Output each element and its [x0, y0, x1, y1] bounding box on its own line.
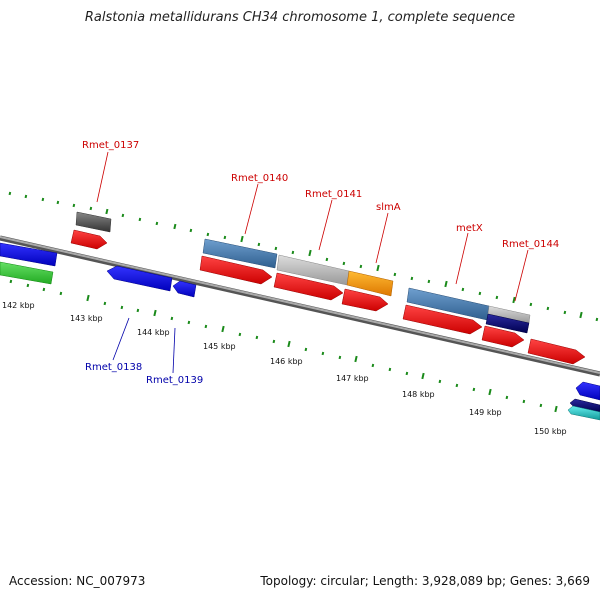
scale-label-143: 143 kbp — [70, 314, 103, 323]
gene-right-blue-arrow[interactable] — [575, 381, 600, 401]
gene-track-top — [75, 211, 531, 334]
gene-arrow-red-2[interactable] — [199, 255, 273, 285]
gene-label-slma[interactable]: slmA — [376, 202, 401, 213]
scale-label-149: 149 kbp — [469, 408, 502, 417]
scale-label-150: 150 kbp — [534, 427, 567, 436]
scale-label-147: 147 kbp — [336, 374, 369, 383]
gene-left-blue-block[interactable] — [0, 242, 58, 267]
gene-arrow-red-7[interactable] — [527, 338, 586, 365]
gene-slma-block[interactable] — [346, 270, 394, 297]
gene-arrow-red-1[interactable] — [70, 229, 108, 250]
gene-left-green-block[interactable] — [0, 261, 54, 285]
scale-label-145: 145 kbp — [203, 342, 236, 351]
gene-label-rmet-0144[interactable]: Rmet_0144 — [502, 239, 559, 250]
scale-label-144: 144 kbp — [137, 328, 170, 337]
scale-labels: 142 kbp 143 kbp 144 kbp 145 kbp 146 kbp … — [2, 301, 567, 436]
outer-tick-ring — [8, 191, 599, 322]
gene-arrow-red-5[interactable] — [402, 304, 483, 335]
gene-labels: Rmet_0137 Rmet_0140 Rmet_0141 slmA metX … — [82, 140, 559, 386]
genome-summary-text: Topology: circular; Length: 3,928,089 bp… — [260, 574, 590, 588]
scale-label-146: 146 kbp — [270, 357, 303, 366]
gene-track-red — [70, 229, 586, 365]
gene-rmet-0138-arrow[interactable] — [106, 265, 173, 292]
gene-rmet-0140-block[interactable] — [202, 238, 278, 269]
inner-tick-ring — [9, 279, 558, 413]
gene-track-bottom — [0, 242, 600, 421]
gene-arrow-red-3[interactable] — [273, 272, 344, 301]
accession-text: Accession: NC_007973 — [9, 574, 146, 588]
map-title: Ralstonia metallidurans CH34 chromosome … — [84, 10, 516, 25]
gene-arrow-red-4[interactable] — [341, 288, 389, 312]
gene-label-rmet-0139[interactable]: Rmet_0139 — [146, 375, 203, 386]
gene-label-metx[interactable]: metX — [456, 223, 483, 234]
gene-label-rmet-0140[interactable]: Rmet_0140 — [231, 173, 288, 184]
scale-label-142: 142 kbp — [2, 301, 35, 310]
gene-right-cyan-arrow[interactable] — [567, 405, 600, 421]
scale-label-148: 148 kbp — [402, 390, 435, 399]
gene-arrow-red-6[interactable] — [481, 325, 525, 348]
gene-label-rmet-0141[interactable]: Rmet_0141 — [305, 189, 362, 200]
gene-rmet-0139-arrow[interactable] — [172, 280, 197, 298]
label-leaders — [96, 151, 529, 374]
gene-label-rmet-0137[interactable]: Rmet_0137 — [82, 140, 139, 151]
backbone — [0, 236, 600, 374]
gene-label-rmet-0138[interactable]: Rmet_0138 — [85, 362, 142, 373]
gene-rmet-0144-navy-block[interactable] — [485, 313, 530, 334]
gene-rmet-0137-block[interactable] — [75, 211, 112, 233]
